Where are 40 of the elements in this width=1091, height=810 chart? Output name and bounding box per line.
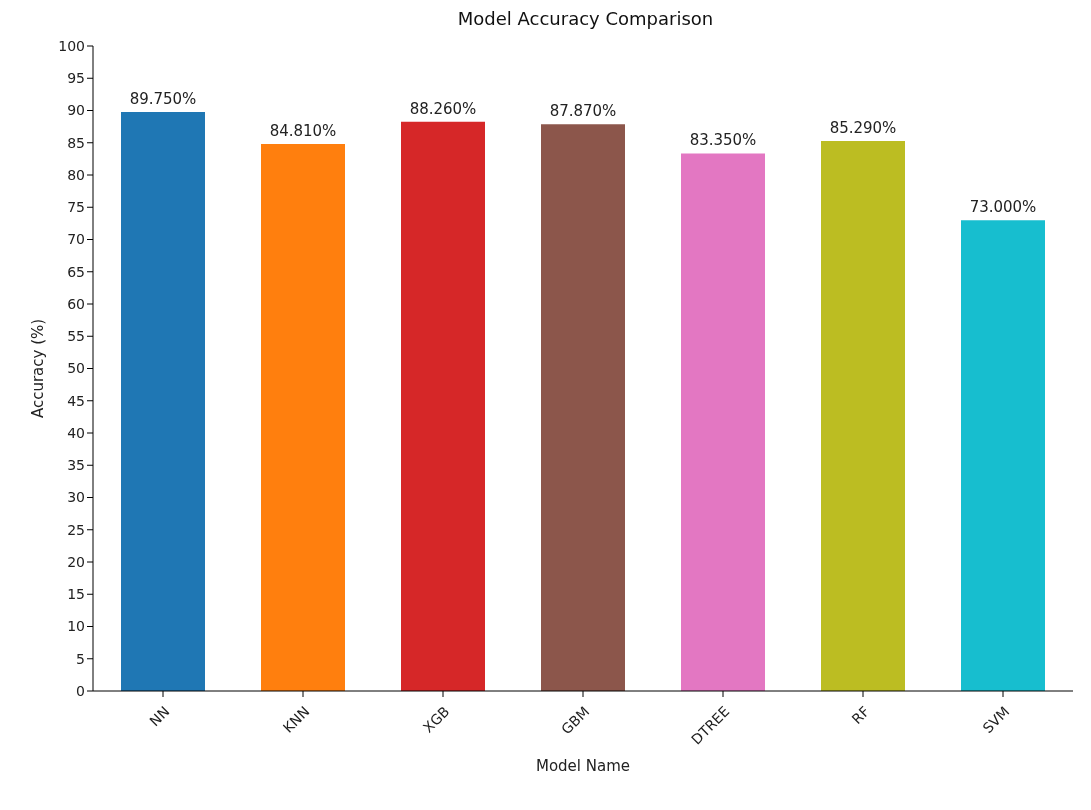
data-label: 83.350% [689,131,757,150]
data-label: 84.810% [269,121,337,140]
x-tick-label: NN [146,703,173,730]
data-label: 87.870% [549,102,617,121]
bar [261,143,345,691]
data-label: 73.000% [969,198,1037,217]
y-tick-label: 55 [67,328,85,345]
y-tick-label: 75 [67,199,85,216]
bar [121,112,205,691]
y-tick-label: 25 [67,521,85,538]
y-tick-label: 20 [67,553,85,570]
data-label: 88.260% [409,99,477,118]
bar [541,124,625,691]
data-label: 89.750% [129,90,197,109]
y-tick-label: 100 [58,37,85,54]
y-tick-label: 35 [67,457,85,474]
y-tick-label: 15 [67,586,85,603]
y-tick-label: 10 [67,618,85,635]
x-axis-title: Model Name [535,757,631,775]
bar [401,121,485,691]
y-tick-label: 95 [67,70,85,87]
y-tick-label: 90 [67,102,85,119]
bar [681,153,765,691]
x-tick-label: RF [848,703,873,728]
y-tick-label: 60 [67,295,85,312]
bar [821,140,905,691]
data-label: 85.290% [829,118,897,137]
bar [961,220,1045,691]
y-tick-label: 50 [67,360,85,377]
y-tick-label: 85 [67,134,85,151]
y-tick-label: 65 [67,263,85,280]
y-axis-title: Accuracy (%) [29,318,48,419]
y-tick-label: 80 [67,166,85,183]
y-tick-label: 30 [67,489,85,506]
y-tick-label: 40 [67,424,85,441]
y-tick-label: 45 [67,392,85,409]
y-tick-label: 5 [76,650,85,667]
y-tick-label: 70 [67,231,85,248]
y-tick-label: 0 [76,682,85,699]
chart-title: Model Accuracy Comparison [456,8,715,31]
